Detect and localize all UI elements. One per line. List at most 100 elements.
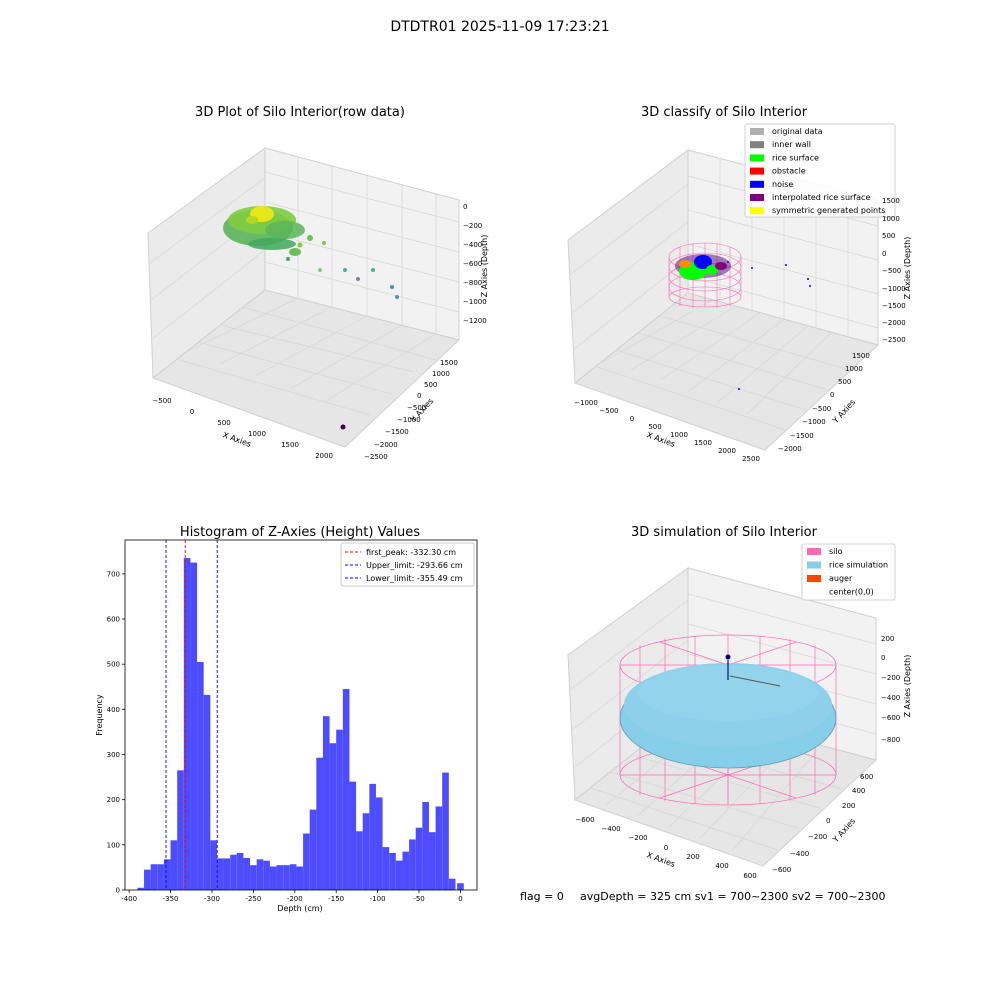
panel1-title: 3D Plot of Silo Interior(row data) [195, 105, 405, 120]
histogram-bar [183, 558, 191, 890]
x-tick-label: -150 [328, 895, 344, 903]
histogram-bar [382, 847, 390, 890]
x-tick-label: -350 [163, 895, 179, 903]
svg-text:−800: −800 [881, 736, 900, 744]
svg-text:−1000: −1000 [802, 418, 826, 426]
z-axis-label: Z Axies (Depth) [480, 235, 489, 298]
svg-text:0: 0 [830, 391, 834, 399]
legend-label: interpolated rice surface [772, 193, 870, 202]
svg-text:−400: −400 [881, 694, 900, 702]
legend-swatch [807, 548, 821, 555]
pane-floor [573, 292, 879, 451]
x-tick-label: -50 [413, 895, 424, 903]
svg-text:500: 500 [217, 419, 230, 427]
histogram-bar [457, 883, 464, 890]
svg-text:−500: −500 [599, 407, 618, 415]
svg-text:0: 0 [826, 817, 830, 825]
legend: original data inner wall rice surface obsta… [744, 123, 896, 218]
x-axis-label: X Axies [645, 850, 676, 869]
svg-text:−400: −400 [790, 850, 809, 858]
svg-text:−200: −200 [881, 674, 900, 682]
legend-swatch [750, 128, 764, 135]
histogram-bar [177, 770, 184, 890]
svg-text:1000: 1000 [845, 365, 863, 373]
histogram-bar [342, 689, 350, 890]
histogram-bar [395, 860, 403, 890]
histogram-bar [289, 864, 297, 890]
histogram-bar [349, 781, 357, 890]
classified-points [675, 254, 811, 390]
suptitle: DTDTR01 2025-11-09 17:23:21 [390, 19, 609, 35]
x-tick-label: -200 [287, 895, 303, 903]
histogram-bar [236, 852, 244, 890]
histogram-bar [362, 813, 370, 890]
histogram-bar [428, 832, 436, 890]
histogram-title: Histogram of Z-Axies (Height) Values [180, 525, 420, 540]
histogram-bar [442, 772, 449, 890]
legend-box [340, 542, 475, 587]
histogram-bar [163, 859, 171, 890]
svg-text:−500: −500 [407, 404, 426, 412]
svg-text:2000: 2000 [315, 452, 333, 460]
svg-text:−600: −600 [881, 714, 900, 722]
histogram-bar [415, 827, 423, 890]
legend-swatch [807, 561, 821, 569]
histogram-bar [137, 887, 145, 890]
svg-text:0: 0 [417, 392, 421, 400]
x-ticks: −500 0 500 1000 1500 2000 [152, 397, 333, 460]
svg-text:0: 0 [630, 415, 634, 423]
histogram-bar [336, 729, 343, 890]
svg-text:2500: 2500 [742, 455, 760, 463]
svg-text:0: 0 [882, 250, 886, 258]
svg-text:−600: −600 [772, 866, 791, 874]
y-axis-label: Y Axies [830, 817, 857, 845]
legend: silo rice simulation auger center(0,0) [801, 543, 896, 601]
svg-text:−1000: −1000 [882, 285, 906, 293]
y-ticks: −2000 −1500 −1000 −500 0 500 1000 1500 [778, 352, 870, 453]
svg-text:−1500: −1500 [882, 302, 906, 310]
histogram-bar [216, 858, 224, 890]
svg-text:600: 600 [743, 872, 756, 880]
histogram-bar [309, 809, 317, 890]
legend-label: center(0,0) [829, 588, 874, 597]
svg-text:0: 0 [463, 203, 467, 211]
x-tick-label: -300 [204, 895, 220, 903]
histogram-bar [256, 859, 264, 890]
svg-text:−600: −600 [575, 816, 594, 824]
svg-text:−2500: −2500 [364, 453, 388, 461]
z-ticks: 200 0 −200 −400 −600 −800 [881, 635, 900, 744]
legend-label: Lower_limit: -355.49 cm [366, 574, 463, 583]
svg-text:1000: 1000 [432, 370, 450, 378]
histogram-bar [303, 833, 310, 890]
svg-text:400: 400 [852, 787, 865, 795]
svg-text:−1000: −1000 [463, 298, 487, 306]
legend-swatch [750, 154, 764, 162]
x-tick-label: -250 [245, 895, 261, 903]
y-ticks: −600 −400 −200 0 200 400 600 [772, 773, 873, 874]
panel-classify: 3D classify of Silo Interior [567, 105, 912, 463]
y-tick-label: 500 [107, 661, 120, 669]
histogram-x-label: Depth (cm) [277, 904, 322, 913]
histogram-bar [269, 866, 277, 890]
svg-text:400: 400 [715, 862, 728, 870]
svg-text:200: 200 [686, 853, 699, 861]
histogram-bar [243, 857, 251, 890]
svg-text:−500: −500 [812, 405, 831, 413]
svg-text:−600: −600 [463, 260, 482, 268]
svg-text:500: 500 [838, 378, 851, 386]
svg-text:−800: −800 [463, 279, 482, 287]
svg-text:−400: −400 [601, 825, 620, 833]
legend-label: Upper_limit: -293.66 cm [366, 561, 463, 570]
z-axis-label: Z Axies (Depth) [903, 655, 912, 718]
svg-text:0: 0 [664, 844, 668, 852]
histogram-bar [203, 694, 211, 890]
silo-wireframe [668, 242, 742, 308]
x-tick-label: -400 [121, 895, 137, 903]
svg-text:−2000: −2000 [778, 445, 802, 453]
y-tick-label: 400 [107, 706, 120, 714]
histogram-bar [230, 854, 237, 890]
legend-label: silo [829, 547, 843, 556]
y-ticks: −2500 −2000 −1500 −1000 −500 0 500 1000 … [364, 359, 458, 461]
legend-swatch [750, 207, 764, 215]
